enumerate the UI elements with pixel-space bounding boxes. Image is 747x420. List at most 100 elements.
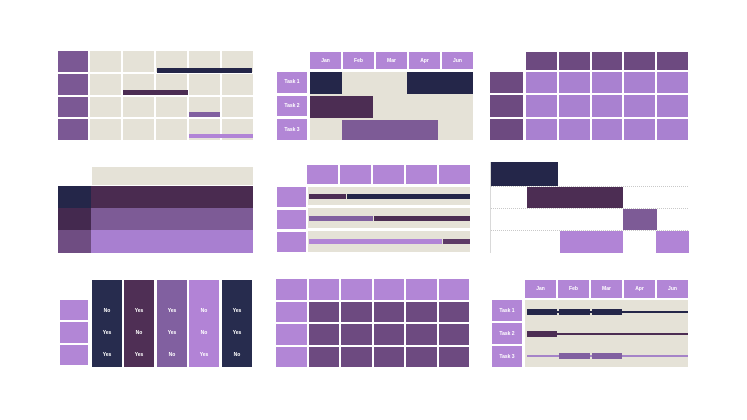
- template-thumbnail-table-dark-header[interactable]: [490, 52, 688, 140]
- row-band: [91, 186, 253, 208]
- grid-cell: [123, 96, 154, 118]
- month-header-cell: Apr: [624, 280, 655, 298]
- gantt-bar: [623, 209, 657, 230]
- header-cell: [373, 279, 404, 300]
- template-thumbnail-timeline-gantt[interactable]: Jan Feb Mar Apr Jun Task 1 Task 2 Task 3: [492, 280, 688, 367]
- template-thumbnail-yes-no-matrix[interactable]: No Yes Yes Yes No Yes Yes Yes No No No Y…: [60, 280, 252, 367]
- table-cell: [373, 346, 404, 367]
- gantt-bar: [189, 112, 220, 117]
- table-cell: [591, 72, 623, 94]
- progress-segment: [309, 239, 442, 244]
- header-cell: [406, 165, 437, 184]
- progress-segment: [374, 216, 470, 221]
- grid-cell: [189, 51, 220, 72]
- matrix-value: Yes: [199, 352, 209, 358]
- table-cell: [341, 346, 372, 367]
- row-label-column: [58, 51, 88, 140]
- row-label-cell: [58, 208, 91, 230]
- table-cell: [591, 95, 623, 117]
- table-cell: [657, 95, 688, 117]
- table-cell: [624, 118, 656, 140]
- row-band: [91, 230, 253, 253]
- row-label-cell: [490, 72, 523, 94]
- row-label-cell: [58, 96, 88, 118]
- gantt-bar: [157, 68, 252, 73]
- table-cell: [341, 301, 372, 322]
- table-cell: [438, 346, 469, 367]
- table-cell: [308, 324, 339, 345]
- table-cell: [526, 72, 557, 94]
- gantt-bar: [527, 187, 623, 208]
- gantt-body: [310, 72, 473, 140]
- table-cell: [308, 301, 339, 322]
- month-header-cell: Feb: [343, 52, 374, 69]
- row-label-cell: [58, 73, 88, 95]
- dotted-gridline: [491, 230, 688, 231]
- row-label-cell: [58, 230, 91, 253]
- progress-segment: [347, 194, 470, 199]
- row-label-cell: [276, 346, 307, 367]
- grid-cell: [90, 51, 121, 72]
- table-body: [526, 72, 688, 140]
- matrix-value: Yes: [102, 352, 112, 358]
- month-header-cell: Jan: [525, 280, 556, 298]
- template-thumbnail-gantt-months[interactable]: Jan Feb Mar Apr Jun Task 1 Task 2 Task 3: [277, 52, 473, 141]
- grid-cell: [156, 119, 187, 140]
- table-cell: [438, 301, 469, 322]
- task-label-cell: Task 1: [277, 72, 307, 93]
- table-cell: [657, 72, 688, 94]
- matrix-column: Yes Yes No: [157, 280, 187, 367]
- table-cell: [591, 118, 623, 140]
- timeline-baseline: [527, 333, 688, 335]
- grid-cell: [222, 96, 253, 118]
- matrix-value: No: [200, 330, 208, 336]
- table-cell: [406, 324, 437, 345]
- progress-segment: [309, 216, 373, 221]
- header-row: [307, 165, 470, 184]
- template-thumbnail-gantt-grid[interactable]: [58, 51, 253, 140]
- table-cell: [624, 72, 656, 94]
- timeline-bar: [559, 353, 590, 359]
- month-header-cell: Mar: [591, 280, 622, 298]
- matrix-value: Yes: [102, 330, 112, 336]
- grid-cell: [123, 119, 154, 140]
- gantt-block: [310, 72, 342, 94]
- progress-segment: [443, 239, 470, 244]
- table-cell: [657, 118, 688, 140]
- header-cell: [308, 279, 339, 300]
- header-cell: [439, 165, 470, 184]
- grid-cell: [90, 73, 121, 95]
- row-label-cell: [58, 186, 91, 208]
- gantt-grid: [90, 51, 253, 140]
- timeline-bar: [592, 353, 622, 359]
- gantt-bar: [560, 231, 623, 253]
- table-cell: [438, 324, 469, 345]
- header-cell: [558, 52, 590, 70]
- gantt-bar: [656, 231, 689, 253]
- gantt-bar: [189, 134, 253, 138]
- table-cell: [624, 95, 656, 117]
- gantt-block: [407, 72, 473, 94]
- task-label-column: Task 1 Task 2 Task 3: [277, 72, 307, 141]
- header-cell: [438, 279, 469, 300]
- task-label-cell: Task 3: [277, 119, 307, 141]
- template-thumbnail-cascade-gantt[interactable]: [490, 162, 689, 253]
- month-header-cell: Apr: [409, 52, 440, 69]
- header-cell: [307, 165, 338, 184]
- template-thumbnail-stacked-bands[interactable]: [58, 167, 253, 253]
- header-cell: [624, 52, 656, 70]
- row-label-cell: [276, 301, 307, 322]
- month-header-cell: Mar: [376, 52, 407, 69]
- matrix-value: Yes: [167, 308, 177, 314]
- matrix-value: No: [103, 308, 111, 314]
- gantt-bar: [123, 90, 188, 95]
- month-header-cell: Jan: [310, 52, 341, 69]
- header-row: [526, 52, 688, 70]
- matrix-column: Yes No Yes: [124, 280, 154, 367]
- template-thumbnail-progress-rows[interactable]: [277, 165, 470, 253]
- template-thumbnail-table-light-header[interactable]: [276, 279, 469, 367]
- month-header-cell: Feb: [558, 280, 589, 298]
- row-label-column: [490, 72, 523, 140]
- header-cell: [341, 279, 372, 300]
- task-label-cell: Task 2: [492, 323, 522, 344]
